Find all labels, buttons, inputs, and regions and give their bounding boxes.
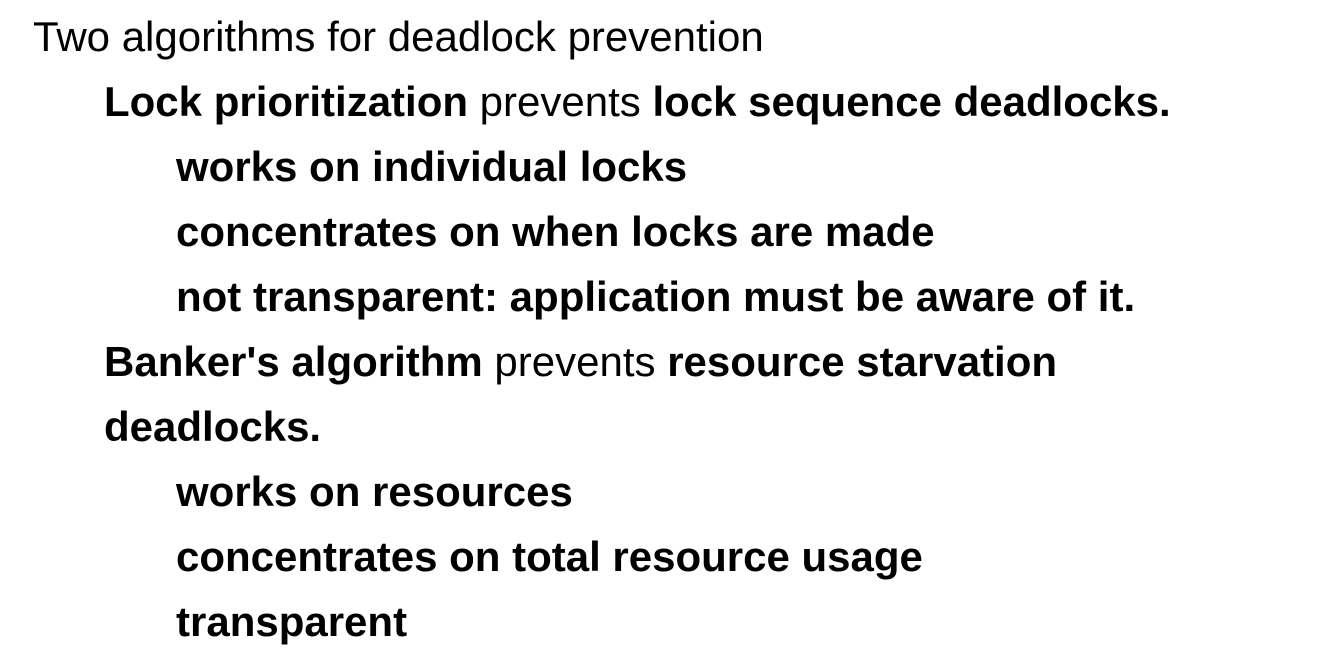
lock-prioritization-line: Lock prioritization prevents lock sequen… [104, 70, 1171, 134]
bankers-algorithm-term: Banker's algorithm [104, 338, 483, 385]
lock-point-1: works on individual locks [176, 143, 688, 190]
bankers-algorithm-line: Banker's algorithm prevents resource sta… [104, 330, 1057, 394]
bankers-point-2: concentrates on total resource usage [176, 533, 923, 580]
lock-prioritization-term: Lock prioritization [104, 78, 469, 125]
bankers-algorithm-target-continued: deadlocks. [104, 403, 322, 450]
bankers-algorithm-target: resource starvation [667, 338, 1058, 385]
lock-point-2: concentrates on when locks are made [176, 208, 935, 255]
bankers-point-3: transparent [176, 598, 408, 645]
bankers-point-1: works on resources [176, 468, 573, 515]
lock-prioritization-verb: prevents [468, 78, 653, 125]
lock-prioritization-target: lock sequence deadlocks. [652, 78, 1171, 125]
slide-heading: Two algorithms for deadlock prevention [33, 13, 764, 60]
bankers-algorithm-verb: prevents [482, 338, 668, 385]
lock-point-3: not transparent: application must be awa… [176, 273, 1136, 320]
